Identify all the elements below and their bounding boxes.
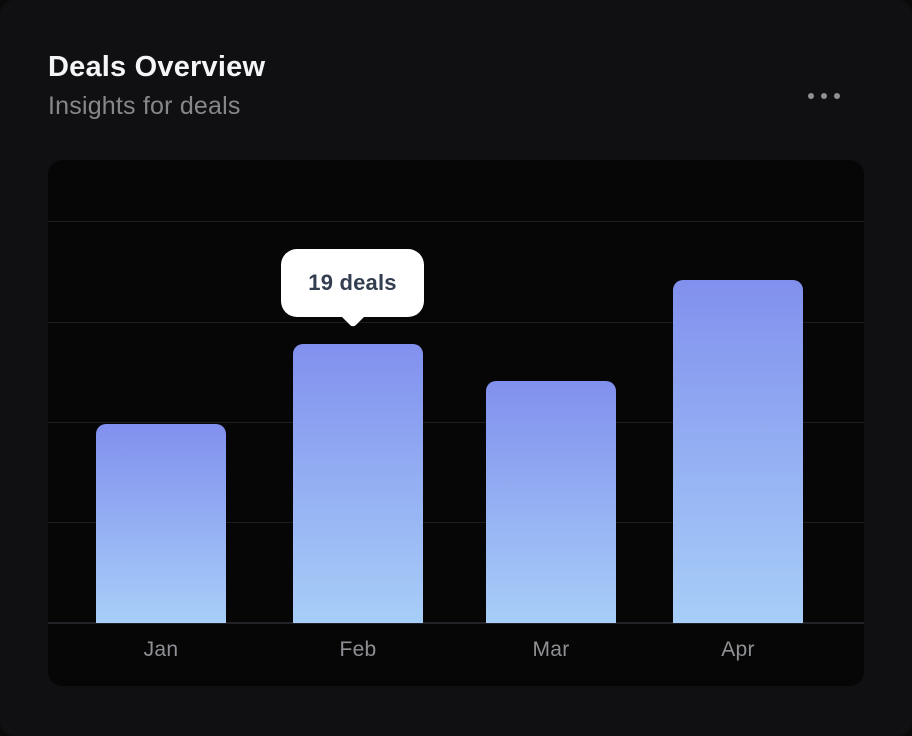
plot-area bbox=[48, 160, 864, 624]
ellipsis-icon bbox=[808, 93, 840, 99]
page-title: Deals Overview bbox=[48, 51, 266, 83]
more-options-button[interactable] bbox=[800, 80, 848, 112]
x-axis-label-feb: Feb bbox=[339, 638, 377, 661]
bar-feb[interactable] bbox=[293, 344, 423, 623]
gridline bbox=[48, 522, 864, 523]
x-axis-label-mar: Mar bbox=[532, 638, 570, 661]
tooltip: 19 deals bbox=[281, 249, 424, 328]
gridline bbox=[48, 221, 864, 222]
bar-jan[interactable] bbox=[96, 424, 226, 623]
card-header: Deals Overview Insights for deals bbox=[48, 51, 864, 121]
bar-mar[interactable] bbox=[486, 381, 616, 623]
gridline bbox=[48, 422, 864, 423]
x-axis-label-apr: Apr bbox=[721, 638, 755, 661]
page-subtitle: Insights for deals bbox=[48, 91, 241, 120]
gridline bbox=[48, 322, 864, 323]
tooltip-label: 19 deals bbox=[308, 270, 397, 295]
chart-panel: Jan Feb Mar Apr 19 deals bbox=[48, 160, 864, 686]
x-axis-label-jan: Jan bbox=[143, 638, 179, 661]
bar-apr[interactable] bbox=[673, 280, 803, 623]
x-axis-baseline bbox=[48, 622, 864, 624]
